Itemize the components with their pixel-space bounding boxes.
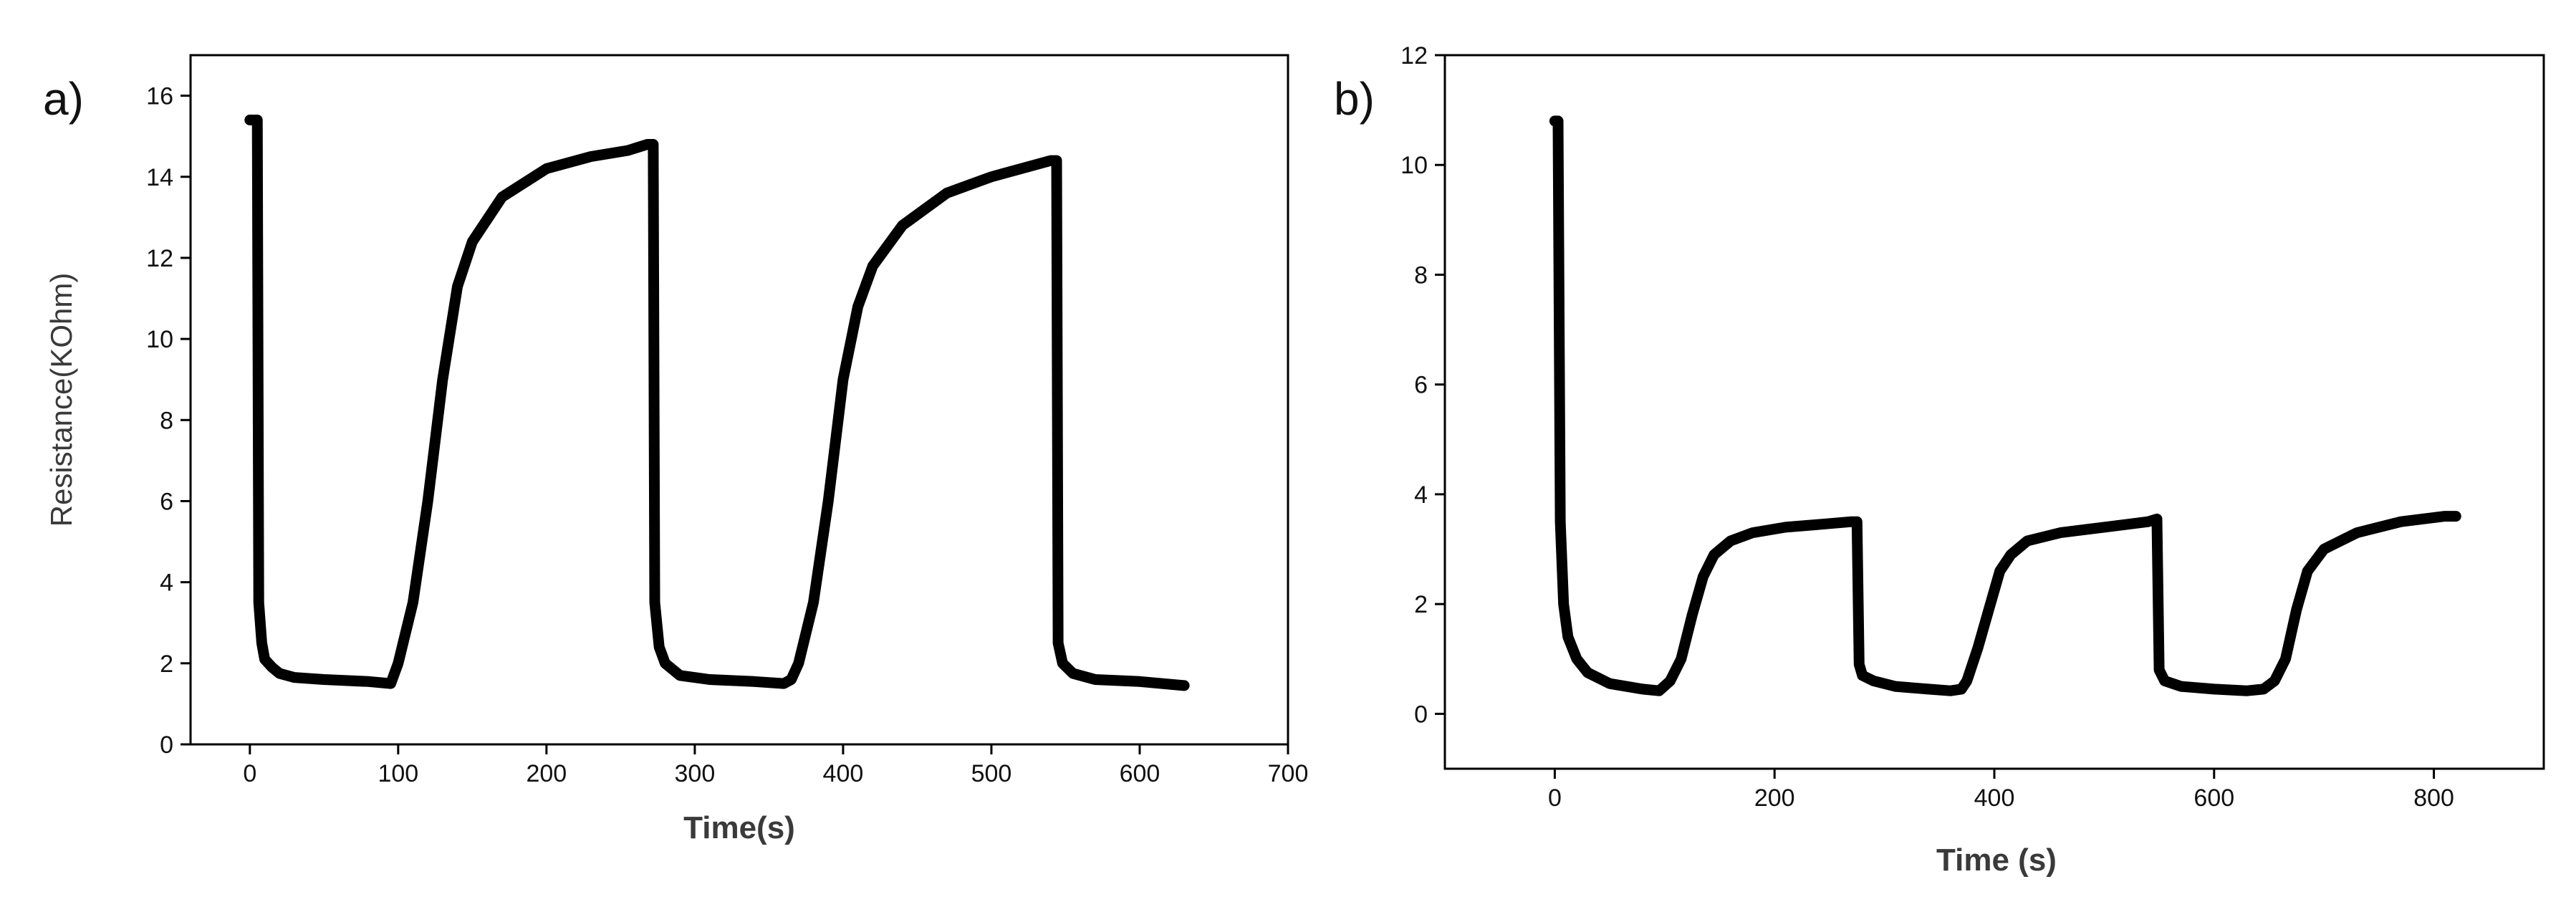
panel-a-x-ticks: 0 100 200 300 400 500 600 700 <box>243 744 1308 787</box>
panel-b-y-ticks: 0 2 4 6 8 10 12 <box>1400 42 1445 728</box>
panel-a-y-tick-label: 10 <box>146 326 173 353</box>
panel-b-y-tick-label: 0 <box>1414 701 1428 728</box>
panel-b-x-tick-label: 800 <box>2413 784 2454 812</box>
panel-b-x-tick-label: 200 <box>1754 784 1795 812</box>
panel-a-y-tick-label: 14 <box>146 164 173 191</box>
panel-a-x-tick-label: 300 <box>675 760 716 787</box>
panel-a-x-tick-label: 200 <box>526 760 567 787</box>
panel-a-y-tick-label: 8 <box>160 407 173 434</box>
panel-b-y-tick-label: 2 <box>1414 591 1428 618</box>
panel-a-y-tick-label: 12 <box>146 245 173 272</box>
panel-a-y-tick-label: 16 <box>146 83 173 110</box>
panel-b-series-line <box>1549 115 2461 696</box>
panel-b-x-ticks: 0 200 400 600 800 <box>1548 769 2454 812</box>
panel-b-x-tick-label: 400 <box>1974 784 2015 812</box>
panel-a-x-tick-label: 600 <box>1120 760 1160 787</box>
panel-a-label: a) <box>43 73 84 125</box>
panel-a-x-tick-label: 0 <box>243 760 256 787</box>
panel-b-x-axis-title: Time (s) <box>1936 843 2057 878</box>
panel-a-x-tick-label: 500 <box>971 760 1012 787</box>
panel-a-frame <box>189 54 1289 746</box>
panel-b-x-tick-label: 600 <box>2193 784 2234 812</box>
panel-b-y-tick-label: 10 <box>1400 152 1428 179</box>
panel-a-y-ticks: 0 2 4 6 8 10 12 14 16 <box>146 83 191 759</box>
panel-a-y-axis-title: Resistance(KOhm) <box>44 273 78 527</box>
panel-a-series-line <box>244 115 1190 691</box>
panel-b-y-tick-label: 6 <box>1414 372 1428 399</box>
panel-a-x-tick-label: 100 <box>378 760 418 787</box>
panel-b-y-tick-label: 12 <box>1400 42 1428 69</box>
panel-a-x-tick-label: 400 <box>823 760 864 787</box>
panel-b-label: b) <box>1334 73 1375 125</box>
panel-a: a) 0 100 200 300 400 500 600 700 0246810121416 … <box>43 54 1308 845</box>
panel-a-y-tick-label: 2 <box>160 651 173 678</box>
panel-b-y-tick-label: 8 <box>1414 261 1428 289</box>
panel-a-x-tick-label: 700 <box>1268 760 1309 787</box>
panel-a-y-tick-label: 6 <box>160 488 173 515</box>
panel-a-x-axis-title: Time(s) <box>683 810 795 845</box>
panel-a-y-tick-label: 0 <box>160 731 173 759</box>
panel-a-y-tick-label: 4 <box>160 570 173 597</box>
panel-b: b) 0 200 400 600 800 0 2 4 6 8 10 12 Time (s) <box>1334 42 2545 878</box>
panel-b-y-tick-label: 4 <box>1414 481 1428 509</box>
panel-b-frame <box>1443 54 2545 770</box>
panel-b-x-tick-label: 0 <box>1548 784 1562 812</box>
